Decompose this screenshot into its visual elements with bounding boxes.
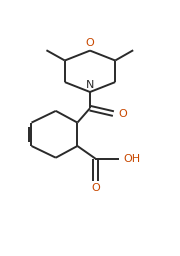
Text: OH: OH xyxy=(124,154,141,164)
Text: O: O xyxy=(86,38,94,48)
Text: N: N xyxy=(86,80,94,90)
Text: O: O xyxy=(118,109,127,119)
Text: O: O xyxy=(91,184,100,194)
